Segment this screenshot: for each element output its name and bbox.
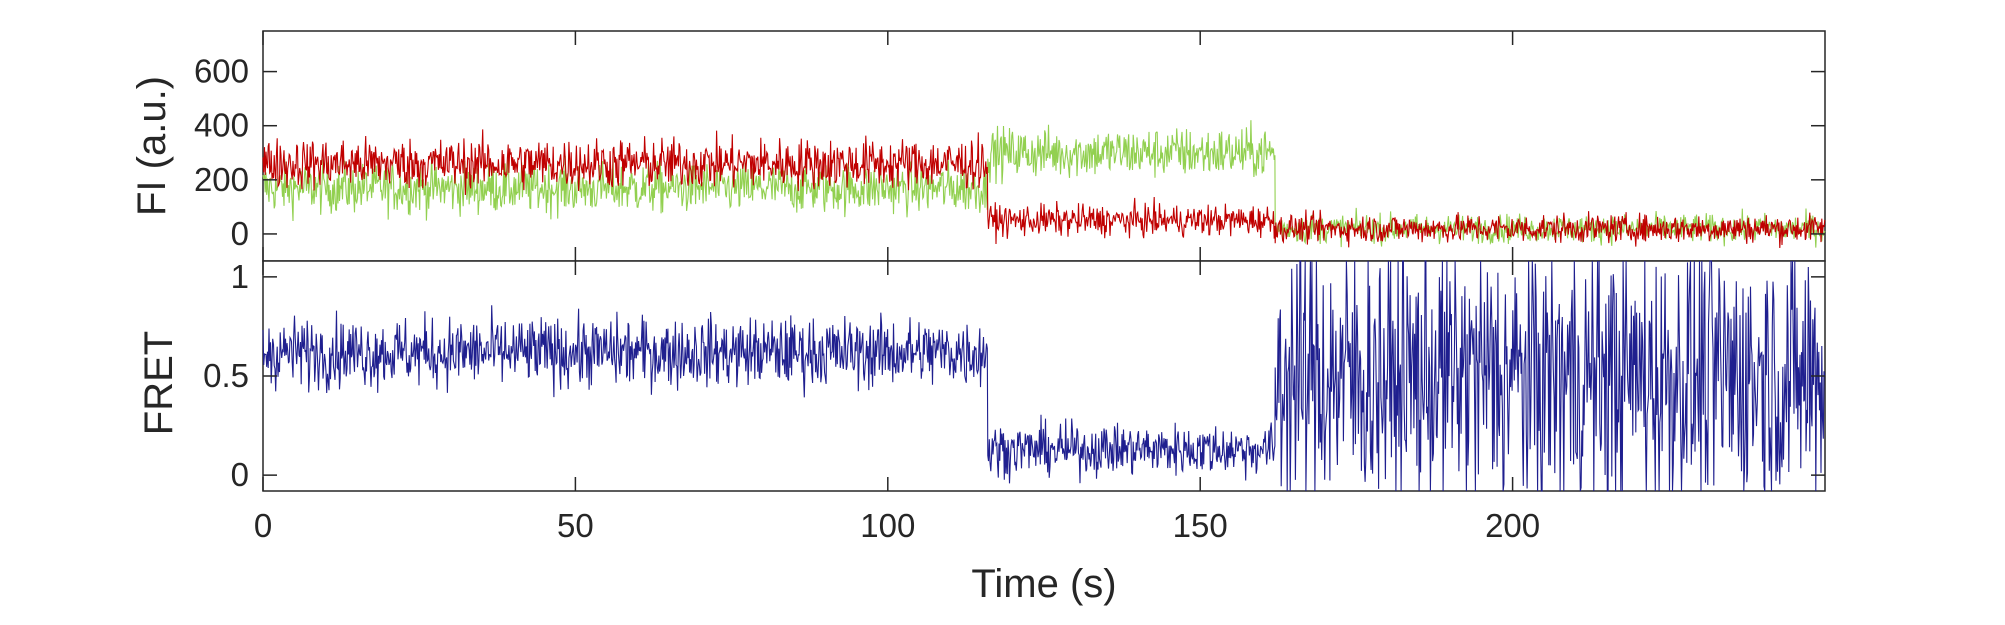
fret-ytick-label: 0.5 (203, 357, 249, 394)
time-xtick-label: 100 (860, 507, 915, 544)
fluorescence-series-1-line (262, 129, 1826, 249)
fret-ytick-label: 1 (231, 258, 249, 295)
fluorescence-series-group (262, 120, 1826, 249)
time-xtick-label: 150 (1173, 507, 1228, 544)
fluorescence-ytick-label: 600 (194, 53, 249, 90)
fluorescence-ytick-label: 0 (231, 215, 249, 252)
fret-panel: 00.51 0 50 100 150 200 FRET Time (s) (137, 31, 1826, 606)
time-xtick-label: 0 (254, 507, 272, 544)
fluorescence-y-axis-label: FI (a.u.) (130, 76, 174, 216)
time-x-ticks: 0 50 100 150 200 (254, 31, 1540, 544)
time-xtick-label: 200 (1485, 507, 1540, 544)
time-xtick-label: 50 (557, 507, 594, 544)
time-x-axis-label: Time (s) (971, 562, 1116, 606)
fluorescence-panel: 0 200 400 600 FI (a.u.) (130, 30, 1826, 262)
fret-ytick-label: 0 (231, 456, 249, 493)
fluorescence-y-ticks: 0 200 400 600 (194, 53, 1825, 252)
fret-series-group (262, 260, 1826, 492)
fret-y-axis-label: FRET (137, 331, 181, 435)
fret-series-0-line (262, 260, 1826, 492)
fluorescence-ytick-label: 400 (194, 107, 249, 144)
fret-y-ticks: 00.51 (203, 258, 1825, 493)
fluorescence-ytick-label: 200 (194, 161, 249, 198)
